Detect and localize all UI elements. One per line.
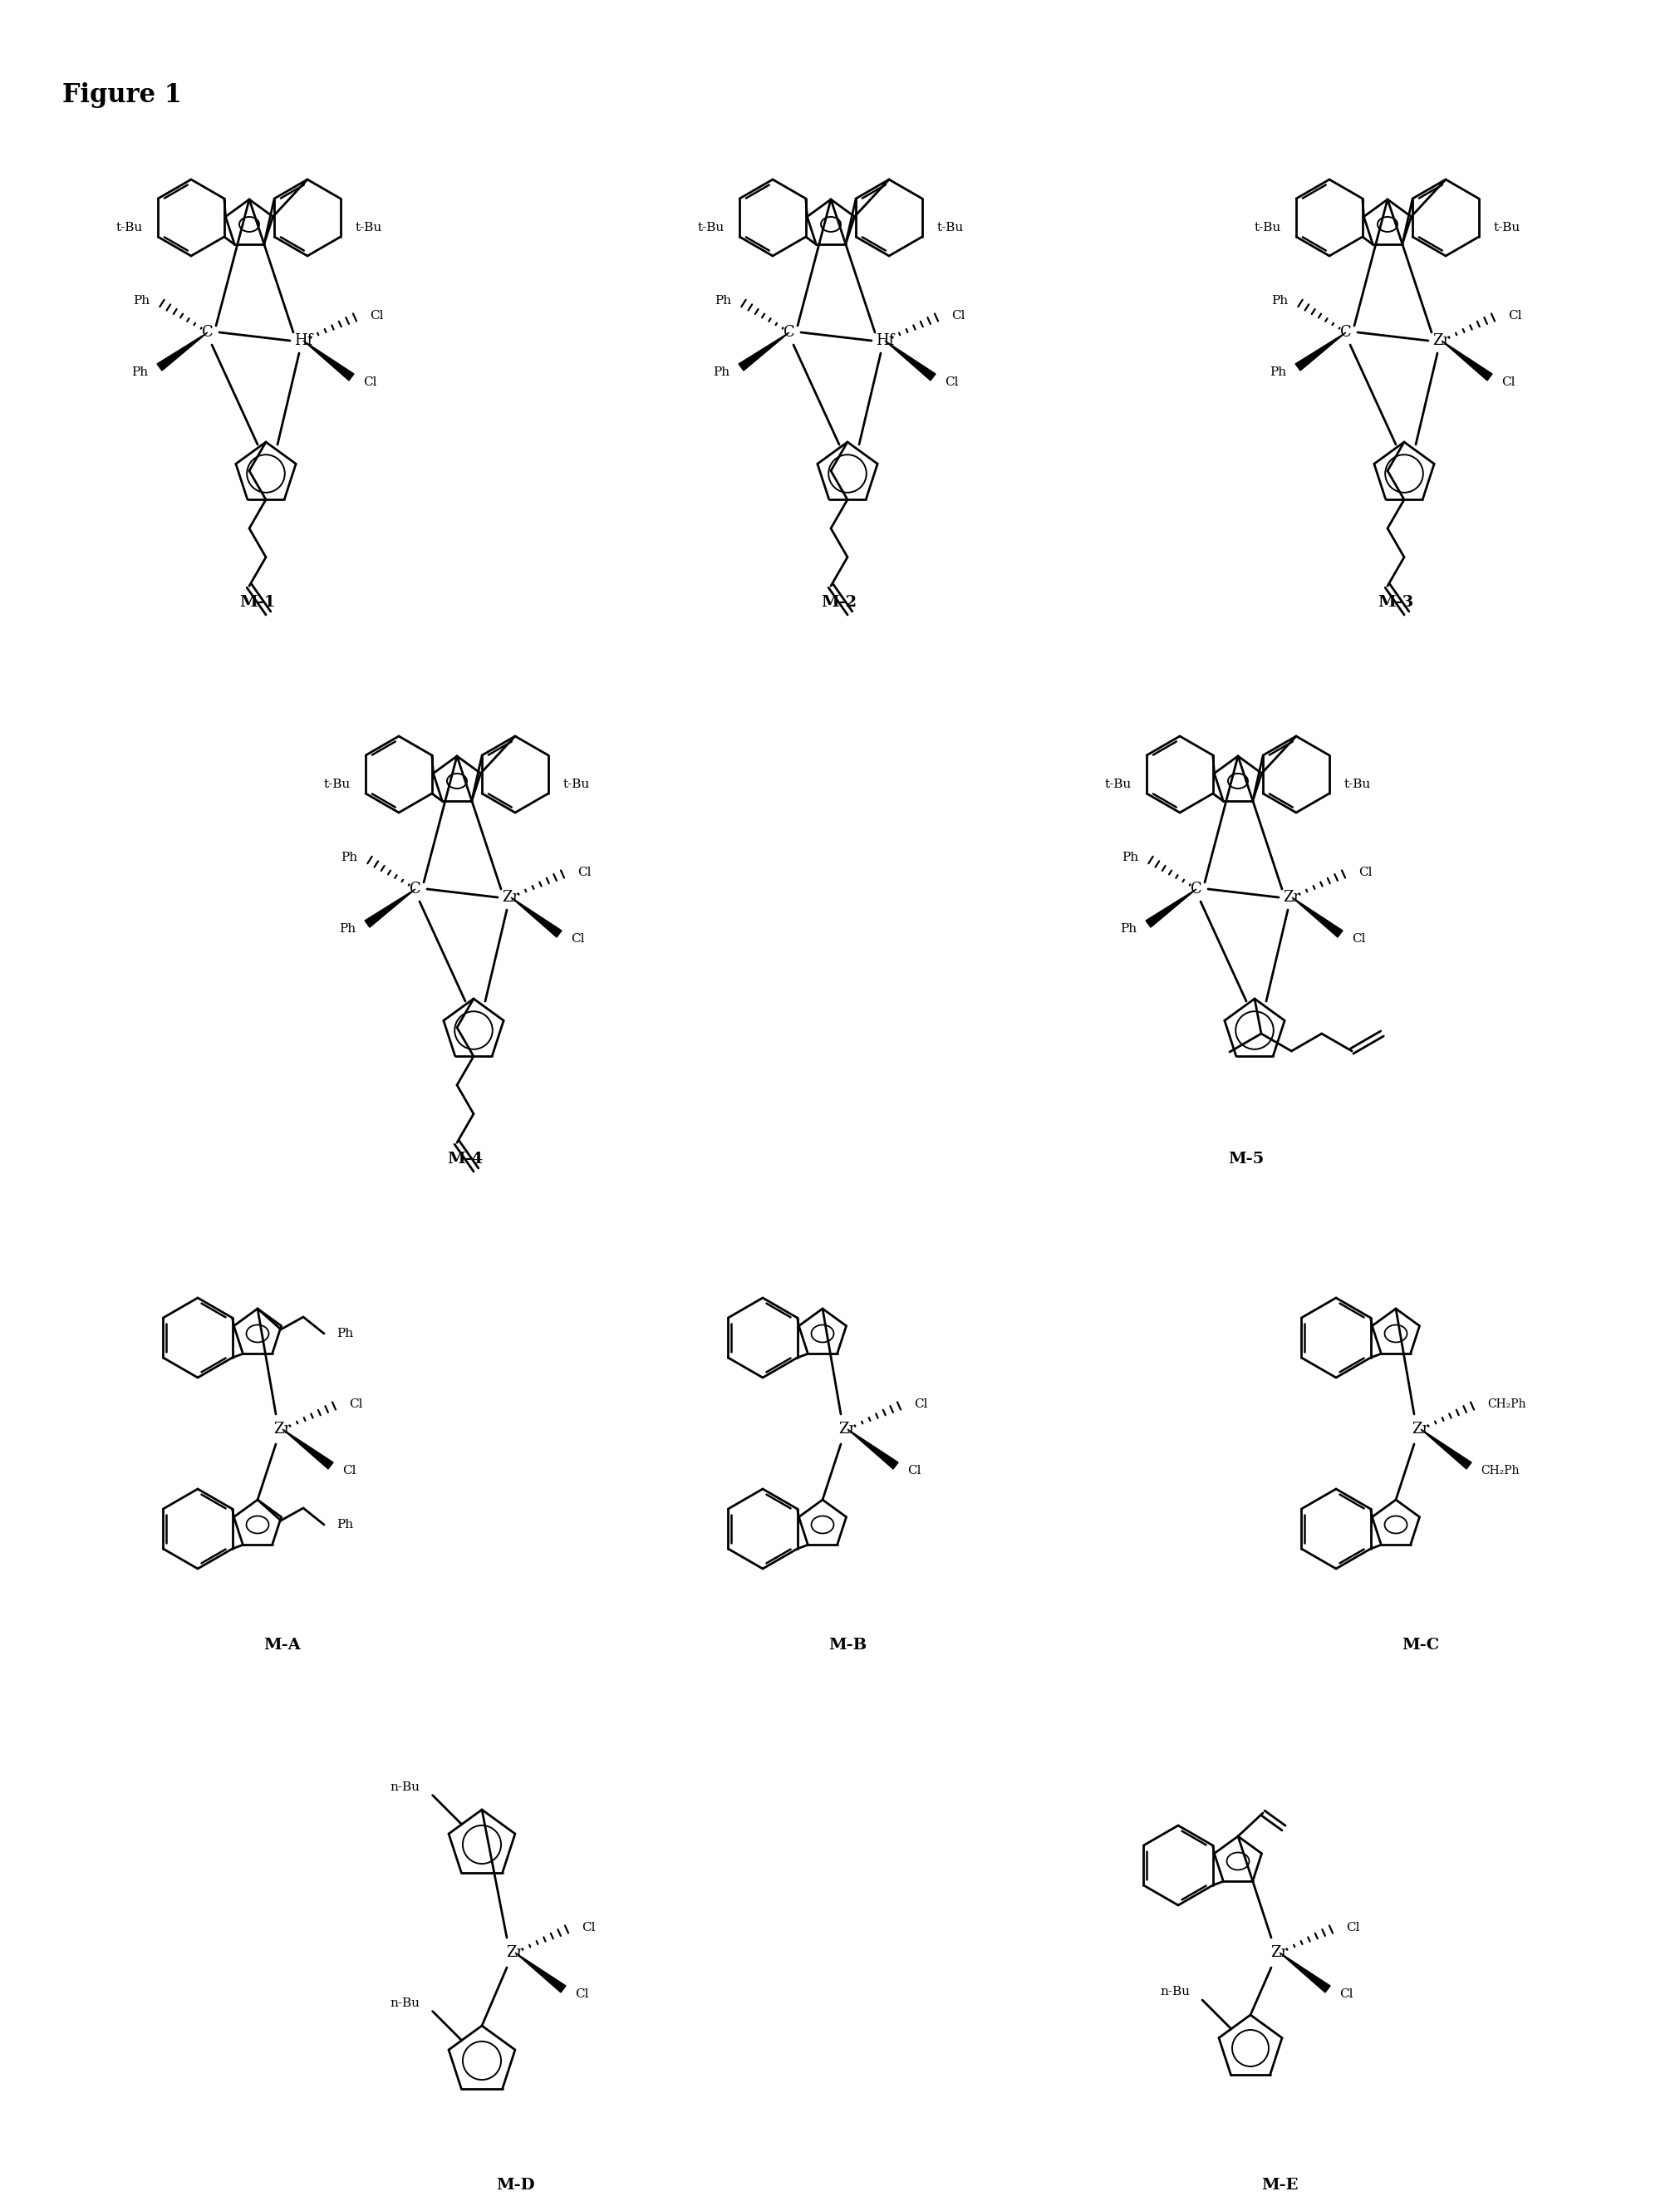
Text: t-Bu: t-Bu — [116, 221, 143, 234]
Text: Zr: Zr — [838, 1422, 857, 1437]
Text: Cl: Cl — [363, 376, 376, 387]
Text: t-Bu: t-Bu — [937, 221, 964, 234]
Polygon shape — [739, 332, 790, 371]
Text: Cl: Cl — [370, 310, 383, 321]
Text: Zr: Zr — [1411, 1422, 1430, 1437]
Text: M-D: M-D — [496, 2178, 534, 2193]
Text: Ph: Ph — [1121, 924, 1137, 935]
Text: t-Bu: t-Bu — [1255, 221, 1282, 234]
Polygon shape — [516, 1952, 566, 1992]
Text: Ph: Ph — [714, 294, 731, 307]
Polygon shape — [282, 1428, 333, 1468]
Polygon shape — [1421, 1428, 1472, 1468]
Polygon shape — [1280, 1952, 1331, 1992]
Text: Cl: Cl — [1352, 933, 1366, 944]
Text: M-3: M-3 — [1378, 595, 1415, 610]
Text: t-Bu: t-Bu — [1105, 778, 1132, 789]
Text: M-4: M-4 — [447, 1152, 484, 1167]
Text: Hf: Hf — [294, 334, 312, 347]
Text: Ph: Ph — [712, 367, 729, 378]
Text: Zr: Zr — [1270, 1946, 1289, 1961]
Text: Cl: Cl — [343, 1466, 356, 1477]
Polygon shape — [511, 898, 561, 937]
Text: Ph: Ph — [131, 367, 148, 378]
Text: Cl: Cl — [571, 933, 585, 944]
Polygon shape — [1146, 889, 1196, 926]
Text: Ph: Ph — [1122, 851, 1139, 862]
Text: CH₂Ph: CH₂Ph — [1487, 1397, 1525, 1411]
Text: Zr: Zr — [1284, 889, 1300, 904]
Polygon shape — [304, 340, 354, 380]
Text: Ph: Ph — [341, 851, 358, 862]
Polygon shape — [885, 340, 936, 380]
Text: Cl: Cl — [578, 867, 591, 878]
Text: Ph: Ph — [1270, 367, 1287, 378]
Text: Hf: Hf — [875, 334, 894, 347]
Text: Cl: Cl — [1359, 867, 1373, 878]
Text: Ph: Ph — [339, 924, 356, 935]
Polygon shape — [365, 889, 415, 926]
Text: Ph: Ph — [336, 1519, 353, 1530]
Text: C: C — [783, 325, 795, 340]
Text: t-Bu: t-Bu — [324, 778, 351, 789]
Text: Cl: Cl — [914, 1397, 927, 1411]
Text: M-E: M-E — [1262, 2178, 1299, 2193]
Text: Cl: Cl — [944, 376, 958, 387]
Text: t-Bu: t-Bu — [1494, 221, 1520, 234]
Text: Cl: Cl — [1509, 310, 1522, 321]
Text: Cl: Cl — [951, 310, 964, 321]
Text: C: C — [202, 325, 213, 340]
Text: t-Bu: t-Bu — [697, 221, 724, 234]
Text: n-Bu: n-Bu — [390, 1782, 420, 1793]
Text: Cl: Cl — [575, 1988, 588, 2001]
Text: M-B: M-B — [828, 1638, 867, 1652]
Text: Cl: Cl — [1339, 1988, 1352, 2001]
Text: Zr: Zr — [502, 889, 519, 904]
Polygon shape — [1441, 340, 1492, 380]
Text: C: C — [1191, 882, 1203, 895]
Text: t-Bu: t-Bu — [356, 221, 383, 234]
Text: M-2: M-2 — [822, 595, 857, 610]
Text: Ph: Ph — [133, 294, 150, 307]
Polygon shape — [1292, 898, 1342, 937]
Text: C: C — [1341, 325, 1352, 340]
Text: Zr: Zr — [274, 1422, 291, 1437]
Polygon shape — [847, 1428, 899, 1468]
Text: M-C: M-C — [1403, 1638, 1440, 1652]
Text: Cl: Cl — [349, 1397, 363, 1411]
Text: M-1: M-1 — [240, 595, 276, 610]
Text: Ph: Ph — [1272, 294, 1289, 307]
Text: CH₂Ph: CH₂Ph — [1480, 1466, 1519, 1477]
Text: Zr: Zr — [506, 1946, 524, 1961]
Text: Cl: Cl — [1346, 1921, 1359, 1932]
Text: t-Bu: t-Bu — [563, 778, 590, 789]
Polygon shape — [1295, 332, 1346, 371]
Text: Ph: Ph — [336, 1329, 353, 1340]
Text: Cl: Cl — [1502, 376, 1515, 387]
Text: t-Bu: t-Bu — [1344, 778, 1371, 789]
Polygon shape — [158, 332, 208, 371]
Text: n-Bu: n-Bu — [1159, 1985, 1189, 1997]
Text: Cl: Cl — [581, 1921, 595, 1932]
Text: C: C — [410, 882, 422, 895]
Text: Zr: Zr — [1433, 334, 1450, 347]
Text: Cl: Cl — [907, 1466, 921, 1477]
Text: M-5: M-5 — [1228, 1152, 1265, 1167]
Text: Figure 1: Figure 1 — [62, 82, 181, 108]
Text: n-Bu: n-Bu — [390, 1997, 420, 2010]
Text: M-A: M-A — [264, 1638, 301, 1652]
